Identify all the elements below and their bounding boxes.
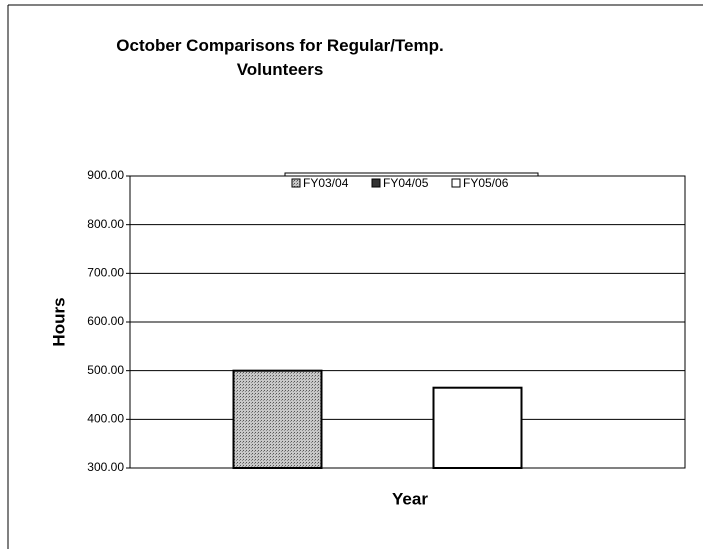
y-axis-label: Hours (49, 297, 68, 346)
y-tick-label: 300.00 (87, 460, 124, 474)
legend-swatch (291, 178, 301, 188)
legend-label: FY05/06 (463, 176, 509, 190)
y-tick-label: 800.00 (87, 217, 124, 231)
legend-swatch (371, 178, 381, 188)
x-axis-label: Year (392, 489, 428, 508)
y-tick-label: 400.00 (87, 412, 124, 426)
chart-title: October Comparisons for Regular/Temp. Vol… (116, 36, 443, 79)
y-tick-label: 900.00 (87, 168, 124, 182)
bar (232, 369, 323, 469)
legend-label: FY03/04 (303, 176, 349, 190)
y-tick-label: 700.00 (87, 266, 124, 280)
legend-label: FY04/05 (383, 176, 429, 190)
bar (432, 386, 523, 470)
y-tick-label: 500.00 (87, 363, 124, 377)
legend-swatch (451, 178, 461, 188)
y-tick-label: 600.00 (87, 314, 124, 328)
